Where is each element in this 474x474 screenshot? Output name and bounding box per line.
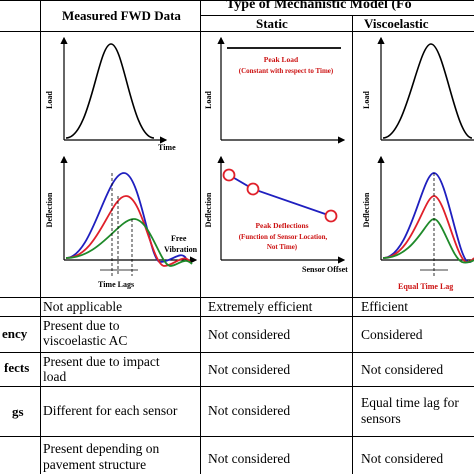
- row-0-static: Extremely efficient: [208, 299, 313, 314]
- load-axis-label: Load: [204, 91, 213, 109]
- group-header-divider: [200, 15, 474, 16]
- plot-area: Load Time Deflection Free Vibration Time…: [45, 36, 474, 291]
- row-3-viscoelastic: sensors: [361, 411, 401, 426]
- peak-load-label: (Constant with respect to Time): [239, 67, 334, 75]
- column-header-measured: Measured FWD Data: [62, 8, 181, 23]
- row-1-label: ency: [2, 326, 28, 341]
- series-red-curve: [65, 195, 191, 267]
- column-header-static: Static: [256, 16, 288, 31]
- viscoelastic-deflection-plot: Deflection Equal Time Lag: [362, 155, 474, 291]
- load-pulse-curve: [382, 43, 473, 139]
- row-0-viscoelastic: Efficient: [361, 299, 408, 314]
- viscoelastic-load-plot: Load: [362, 36, 474, 141]
- row-3-viscoelastic: Equal time lag for: [361, 395, 459, 410]
- peak-load-label: Peak Load: [264, 55, 299, 64]
- load-pulse-curve: [65, 43, 155, 139]
- row-2-label: fects: [4, 360, 30, 375]
- deflection-axis-label: Deflection: [204, 192, 213, 227]
- row-2-viscoelastic: Not considered: [361, 362, 444, 377]
- deflection-axis-label: Deflection: [45, 192, 54, 227]
- series-red-curve: [382, 195, 474, 264]
- series-green-curve: [382, 218, 474, 264]
- row-3-measured: Different for each sensor: [43, 403, 178, 418]
- column-divider: [200, 0, 201, 474]
- row-3-label: gs: [12, 404, 24, 419]
- equal-time-lag-label: Equal Time Lag: [398, 282, 453, 291]
- row-1-measured: viscoelastic AC: [43, 333, 128, 348]
- sensor-offset-axis-label: Sensor Offset: [302, 265, 348, 274]
- peak-deflections-label: Not Time): [267, 243, 298, 251]
- row-4-measured: Present depending on: [43, 441, 160, 456]
- series-blue-curve: [382, 172, 474, 264]
- peak-deflections-label: (Function of Sensor Location,: [239, 233, 328, 241]
- column-divider: [40, 0, 41, 474]
- row-divider: [0, 436, 474, 437]
- sensor-point: [324, 209, 338, 223]
- row-divider: [0, 316, 474, 317]
- row-3-static: Not considered: [208, 403, 291, 418]
- series-green-curve: [65, 218, 193, 267]
- measured-deflection-plot: Deflection Free Vibration Time Lags: [45, 155, 198, 289]
- deflection-axis-label: Deflection: [362, 192, 371, 227]
- load-axis-label: Load: [362, 91, 371, 109]
- table-top-border: [0, 0, 474, 1]
- free-vibration-label: Free: [171, 234, 187, 243]
- peak-deflections-label: Peak Deflections: [255, 221, 308, 230]
- row-4-measured: pavement structure: [43, 457, 147, 472]
- time-lags-label: Time Lags: [98, 280, 134, 289]
- load-axis-label: Load: [45, 91, 54, 109]
- column-divider: [352, 15, 353, 474]
- row-2-measured: load: [43, 369, 67, 384]
- row-2-static: Not considered: [208, 362, 291, 377]
- static-load-plot: Load Peak Load (Constant with respect to…: [204, 36, 346, 144]
- static-deflection-plot: Deflection Peak Deflections (Function of…: [204, 155, 348, 274]
- row-4-static: Not considered: [208, 451, 291, 466]
- row-1-measured: Present due to: [43, 318, 120, 333]
- series-blue-curve: [65, 172, 187, 263]
- row-4-viscoelastic: Not considered: [361, 451, 444, 466]
- row-divider: [0, 352, 474, 353]
- sensor-point: [246, 182, 260, 196]
- group-header-title: Type of Mechanistic Model (Fo: [226, 0, 412, 12]
- column-header-viscoelastic: Viscoelastic: [364, 16, 429, 31]
- peak-deflection-line: [228, 174, 332, 217]
- time-axis-label: Time: [158, 143, 176, 152]
- row-divider: [0, 386, 474, 387]
- free-vibration-label: Vibration: [164, 245, 198, 254]
- plot-area-bottom-border: [0, 297, 474, 298]
- row-0-measured: Not applicable: [43, 299, 123, 314]
- row-1-static: Not considered: [208, 327, 291, 342]
- header-bottom-border: [0, 31, 474, 32]
- row-2-measured: Present due to impact: [43, 354, 160, 369]
- row-1-viscoelastic: Considered: [361, 327, 423, 342]
- sensor-point: [222, 168, 236, 182]
- measured-load-plot: Load Time: [45, 36, 176, 152]
